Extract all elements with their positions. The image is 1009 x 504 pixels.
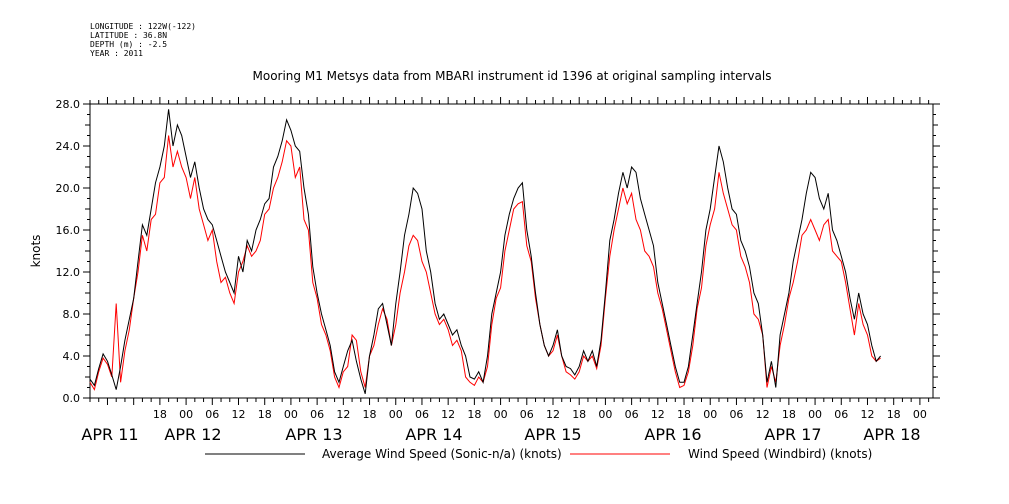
series-layer — [89, 109, 881, 394]
x-hour-label: 12 — [232, 408, 246, 421]
x-hour-label: 18 — [782, 408, 796, 421]
x-hour-label: 06 — [729, 408, 743, 421]
y-axis: 0.0 4.0 8.0 12.0 16.0 20.0 24.0 28.0 — [56, 98, 940, 405]
x-hour-label: 06 — [415, 408, 429, 421]
y-tick-label: 28.0 — [56, 98, 81, 111]
x-date-label: APR 12 — [164, 425, 221, 444]
legend-label-average: Average Wind Speed (Sonic-n/a) (knots) — [322, 447, 562, 461]
x-hour-label: 12 — [441, 408, 455, 421]
x-date-label: APR 13 — [285, 425, 342, 444]
depth-text: DEPTH (m) : -2.5 — [90, 40, 168, 49]
x-hour-label: 00 — [284, 408, 298, 421]
x-hour-label: 18 — [153, 408, 167, 421]
y-tick-label: 4.0 — [63, 350, 81, 363]
y-tick-label: 16.0 — [56, 224, 81, 237]
series-line-windbird — [89, 135, 881, 391]
x-hour-label: 00 — [598, 408, 612, 421]
x-hour-label: 00 — [808, 408, 822, 421]
x-hour-label: 18 — [258, 408, 272, 421]
x-hour-label: 00 — [179, 408, 193, 421]
y-tick-label: 0.0 — [63, 392, 81, 405]
x-hour-label: 12 — [546, 408, 560, 421]
x-date-label: APR 18 — [863, 425, 920, 444]
legend-label-windbird: Wind Speed (Windbird) (knots) — [688, 447, 872, 461]
x-hour-label: 18 — [677, 408, 691, 421]
x-date-label: APR 11 — [81, 425, 138, 444]
x-hour-label: 06 — [834, 408, 848, 421]
x-hour-label: 18 — [572, 408, 586, 421]
year-text: YEAR : 2011 — [90, 49, 143, 58]
chart-title: Mooring M1 Metsys data from MBARI instru… — [253, 69, 772, 83]
x-hour-label: 06 — [520, 408, 534, 421]
y-tick-label: 20.0 — [56, 182, 81, 195]
x-date-label: APR 16 — [644, 425, 701, 444]
x-hour-label: 00 — [389, 408, 403, 421]
longitude-text: LONGITUDE : 122W(-122) — [90, 22, 196, 31]
x-hour-label: 12 — [336, 408, 350, 421]
metadata-block: LONGITUDE : 122W(-122) LATITUDE : 36.8N … — [90, 22, 196, 58]
x-hour-label: 12 — [756, 408, 770, 421]
x-date-label: APR 15 — [524, 425, 581, 444]
x-hour-label: 00 — [494, 408, 508, 421]
latitude-text: LATITUDE : 36.8N — [90, 31, 168, 40]
x-date-label: APR 17 — [764, 425, 821, 444]
x-hour-label: 06 — [310, 408, 324, 421]
x-date-label: APR 14 — [405, 425, 462, 444]
x-hour-label: 00 — [913, 408, 927, 421]
x-hour-label: 18 — [467, 408, 481, 421]
y-tick-label: 24.0 — [56, 140, 81, 153]
y-tick-label: 8.0 — [63, 308, 81, 321]
plot-frame — [89, 103, 934, 399]
y-tick-label: 12.0 — [56, 266, 81, 279]
x-hour-label: 12 — [860, 408, 874, 421]
x-hour-label: 06 — [625, 408, 639, 421]
legend: Average Wind Speed (Sonic-n/a) (knots) W… — [205, 447, 872, 461]
x-hour-label: 18 — [363, 408, 377, 421]
x-axis: 18 00 06 12 18 00 06 12 18 00 06 12 18 00 06 12 18 00 06 12… — [81, 97, 930, 444]
y-axis-label: knots — [29, 235, 43, 268]
series-line-average-wind-speed — [89, 109, 881, 394]
x-hour-label: 18 — [887, 408, 901, 421]
x-hour-label: 00 — [703, 408, 717, 421]
x-hour-label: 06 — [205, 408, 219, 421]
x-hour-label: 12 — [651, 408, 665, 421]
